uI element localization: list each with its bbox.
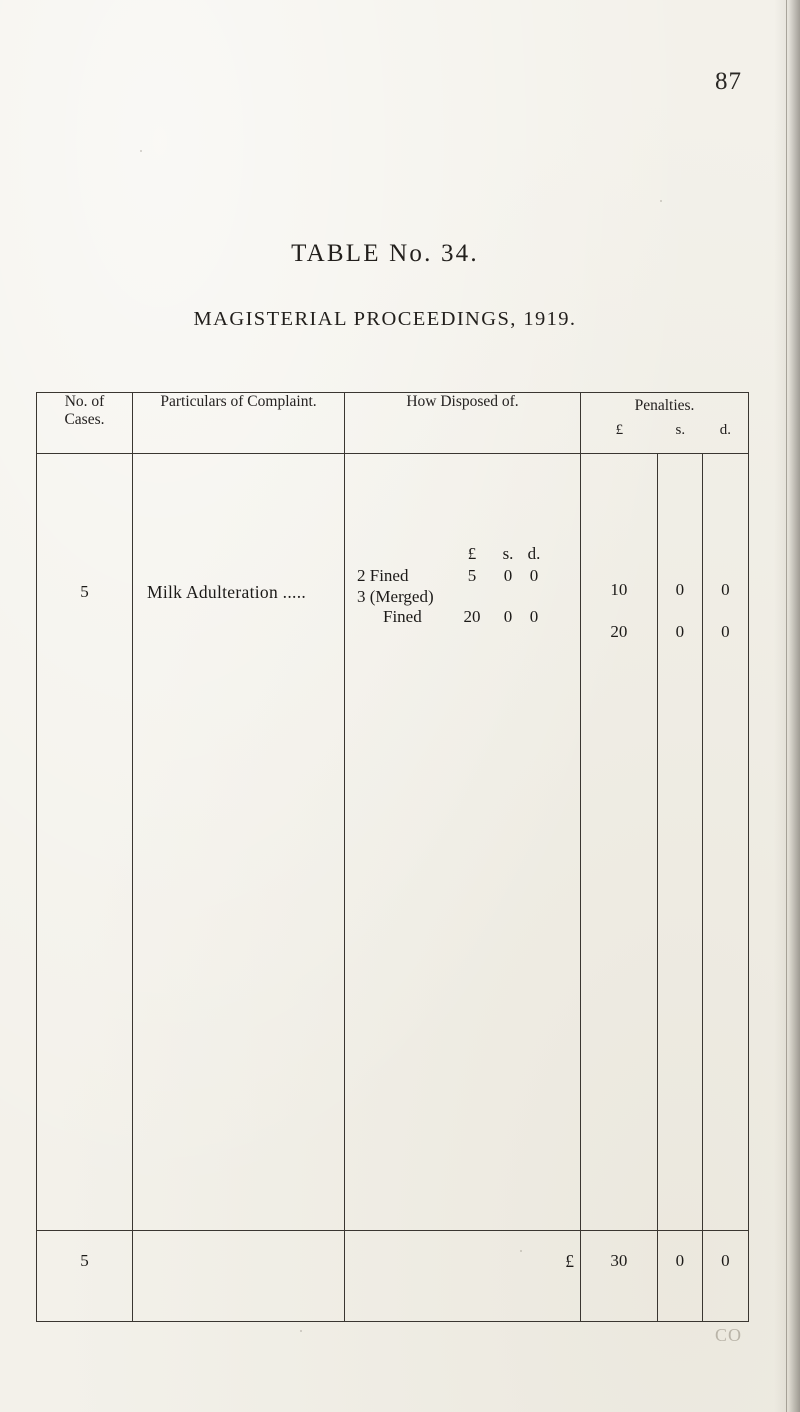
disposed-line-pence-3: 0	[529, 607, 539, 626]
header-how-disposed: How Disposed of.	[344, 392, 581, 454]
scan-speck	[660, 200, 662, 202]
table-row: 5 Milk Adulteration ..... £ s. d. 2 Fine…	[36, 453, 749, 1231]
data-table: No. of Cases. Particulars of Complaint. …	[36, 392, 749, 1322]
page-edge-line	[786, 0, 787, 1412]
header-penalty-shillings: s.	[675, 422, 686, 438]
cell-no-of-cases: 5	[36, 453, 133, 1231]
disposed-line-label-2: 3 (Merged)	[357, 587, 434, 606]
header-penalties: Penalties. £ s. d.	[580, 392, 749, 454]
disposed-line-label-3: Fined	[383, 607, 422, 626]
penalty-pounds-1: 10	[610, 580, 628, 599]
header-cases-line2: Cases.	[64, 410, 105, 428]
disposed-line-shillings-1: 0	[503, 566, 513, 585]
penalty-pence-1: 0	[721, 580, 730, 599]
total-pence: 0	[721, 1251, 730, 1270]
penalties-pounds-column: 10 20	[581, 454, 658, 1230]
total-shillings: 0	[675, 1251, 685, 1270]
disposed-header-shillings: s.	[502, 544, 514, 563]
penalties-columns: 10 20 0 0	[581, 454, 748, 1230]
title-block: TABLE No. 34. MAGISTERIAL PROCEEDINGS, 1…	[0, 240, 770, 331]
page-subtitle: MAGISTERIAL PROCEEDINGS, 1919.	[193, 308, 577, 330]
total-currency-symbol: £	[344, 1230, 581, 1322]
total-particulars-blank	[132, 1230, 345, 1322]
penalty-pence-2: 0	[721, 622, 730, 641]
penalties-shillings-column: 0 0	[658, 454, 703, 1230]
disposed-line-pounds-1: 5	[467, 566, 477, 585]
scan-speck	[140, 150, 142, 152]
page-title: TABLE No. 34.	[291, 240, 479, 267]
header-penalties-label: Penalties.	[634, 397, 695, 414]
total-shillings-column: 0	[658, 1231, 703, 1321]
total-penalties-columns: 30 0 0	[581, 1231, 748, 1321]
total-pounds-column: 30	[581, 1231, 658, 1321]
magisterial-proceedings-table: No. of Cases. Particulars of Complaint. …	[36, 392, 749, 1322]
header-no-of-cases: No. of Cases.	[36, 392, 133, 454]
table-header-row: No. of Cases. Particulars of Complaint. …	[36, 392, 749, 454]
total-cases: 5	[36, 1230, 133, 1322]
header-penalty-pounds: £	[615, 422, 624, 438]
header-particulars: Particulars of Complaint.	[132, 392, 345, 454]
page-watermark: CO	[714, 1325, 742, 1345]
page-number: 87	[715, 68, 742, 95]
disposed-money-grid: £ s. d. 2 Fined 5 0 0	[357, 544, 580, 586]
penalty-shillings-2: 0	[675, 622, 685, 641]
disposed-header-pence: d.	[527, 544, 541, 563]
cell-penalties: 10 20 0 0	[580, 453, 749, 1231]
penalties-pence-column: 0 0	[703, 454, 748, 1230]
total-pounds: 30	[610, 1251, 628, 1270]
disposed-spacer	[357, 544, 449, 564]
table-total-row: 5 £ 30 0 0	[36, 1230, 749, 1322]
cell-particulars: Milk Adulteration .....	[132, 453, 345, 1231]
header-penalty-subcolumns: £ s. d.	[581, 422, 748, 439]
header-penalty-pence: d.	[719, 422, 732, 438]
disposed-money-grid-2: Fined 20 0 0	[357, 607, 580, 627]
penalty-shillings-1: 0	[675, 580, 685, 599]
disposed-line-label-1: 2 Fined	[357, 566, 409, 585]
total-penalties: 30 0 0	[580, 1230, 749, 1322]
disposed-line-pounds-3: 20	[463, 607, 481, 626]
penalty-pounds-2: 20	[610, 622, 628, 641]
total-pence-column: 0	[703, 1231, 748, 1321]
cell-how-disposed: £ s. d. 2 Fined 5 0 0 3 (Merged) Fined 2…	[344, 453, 581, 1231]
disposed-header-pounds: £	[467, 544, 477, 563]
scan-speck	[300, 1330, 302, 1332]
header-cases-line1: No. of	[64, 393, 105, 410]
disposed-line-shillings-3: 0	[503, 607, 513, 626]
page-edge-shadow	[774, 0, 800, 1412]
disposed-line-pence-1: 0	[529, 566, 539, 585]
